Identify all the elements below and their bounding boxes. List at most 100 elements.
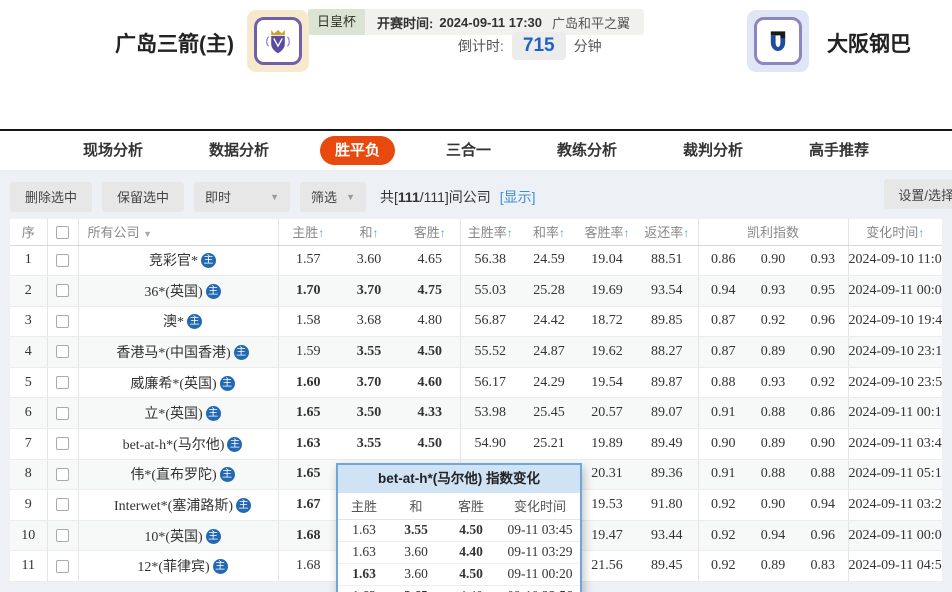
row-checkbox[interactable] (56, 467, 69, 481)
company-name[interactable]: 香港马*(中国香港) 主 (78, 336, 279, 368)
header-away-rate-label: 客胜率 (584, 225, 624, 241)
header-draw[interactable]: 和↑ (338, 219, 400, 246)
row-checkbox[interactable] (56, 284, 69, 298)
header-payout-rate[interactable]: 返还率↑ (636, 219, 699, 246)
table-row: 9 Interwet*(塞浦路斯) 主 1.67 19.53 91.80 0.92 0.90 0… (10, 489, 942, 521)
change-time: 2024-09-10 23:19 (848, 336, 942, 368)
keep-selected-button[interactable]: 保留选中 (102, 181, 185, 212)
company-name[interactable]: 威廉希*(英国) 主 (78, 367, 279, 399)
kelly-2: 0.89 (748, 336, 798, 368)
draw-rate: 25.45 (520, 397, 578, 430)
nav-tab-4[interactable]: 教练分析 (557, 142, 618, 159)
header-change-time[interactable]: 变化时间↑ (848, 219, 942, 246)
kelly-1: 0.90 (698, 428, 748, 460)
popup-away-odds: 4.50 (442, 519, 500, 542)
company-name[interactable]: 伟*(直布罗陀) 主 (78, 459, 279, 491)
table-header-row: 序 所有公司 ▼ 主胜↑ 和↑ 客胜↑ 主胜率↑ 和率↑ 客胜率↑ 返还率↑ 凯… (10, 219, 942, 246)
home-marker-icon: 主 (187, 314, 202, 330)
chevron-down-icon: ▼ (270, 191, 280, 202)
kelly-2: 0.93 (748, 275, 798, 307)
nav-tab-1[interactable]: 数据分析 (208, 142, 269, 159)
row-checkbox[interactable] (56, 406, 69, 420)
away-rate: 19.47 (578, 520, 636, 552)
count-value: 111 (397, 188, 420, 205)
company-label: bet-at-h*(马尔他) (122, 437, 225, 453)
row-seq: 3 (10, 306, 48, 338)
popup-draw-odds: 3.65 (390, 585, 442, 592)
payout-rate: 88.51 (636, 245, 699, 277)
header-away-label: 客胜 (413, 225, 440, 241)
row-checkbox-cell (47, 489, 79, 521)
header-away-rate[interactable]: 客胜率↑ (578, 219, 636, 246)
row-checkbox-cell (47, 397, 79, 430)
row-checkbox[interactable] (56, 498, 69, 512)
instant-dropdown[interactable]: 即时 ▼ (194, 181, 291, 212)
delete-selected-button[interactable]: 删除选中 (10, 181, 93, 212)
row-checkbox[interactable] (56, 314, 69, 328)
sort-up-icon: ↑ (623, 226, 630, 241)
kelly-2: 0.94 (748, 520, 798, 552)
header-home-rate[interactable]: 主胜率↑ (460, 219, 520, 246)
header-draw-rate-label: 和率 (532, 225, 559, 241)
header-home-win[interactable]: 主胜↑ (278, 219, 338, 246)
away-team-logo (747, 10, 809, 72)
away-odds: 4.65 (400, 245, 461, 277)
company-name[interactable]: bet-at-h*(马尔他) 主 (78, 428, 279, 460)
company-label: 立*(英国) (144, 407, 203, 423)
company-name[interactable]: 12*(菲律宾) 主 (78, 550, 279, 583)
popup-draw-odds: 3.60 (390, 541, 442, 564)
odds-table: 序 所有公司 ▼ 主胜↑ 和↑ 客胜↑ 主胜率↑ 和率↑ 客胜率↑ 返还率↑ 凯… (10, 219, 942, 583)
header-draw-rate[interactable]: 和率↑ (520, 219, 578, 246)
show-link[interactable]: [显示] (499, 188, 536, 205)
kelly-3: 0.96 (798, 520, 849, 552)
draw-rate: 24.59 (520, 245, 578, 277)
chevron-down-icon: ▼ (143, 229, 153, 240)
company-name[interactable]: 立*(英国) 主 (78, 397, 279, 430)
company-name[interactable]: 10*(英国) 主 (78, 520, 279, 552)
header-company[interactable]: 所有公司 ▼ (78, 219, 279, 246)
table-row: 1 竞彩官* 主 1.57 3.60 4.65 56.38 24.59 19.04 88.51 0.… (10, 245, 942, 277)
kelly-2: 0.89 (748, 428, 798, 460)
nav-tab-2[interactable]: 胜平负 (319, 136, 395, 165)
header-away-win[interactable]: 客胜↑ (400, 219, 461, 246)
draw-odds: 3.70 (338, 367, 400, 399)
row-checkbox[interactable] (56, 253, 69, 267)
company-name[interactable]: Interwet*(塞浦路斯) 主 (78, 489, 279, 521)
company-name[interactable]: 36*(英国) 主 (78, 275, 279, 307)
filter-dropdown[interactable]: 筛选 ▼ (300, 181, 367, 212)
chevron-down-icon: ▼ (346, 191, 356, 202)
payout-rate: 91.80 (636, 489, 699, 521)
popup-change-time: 09-11 03:29 (500, 541, 580, 564)
nav-tab-0[interactable]: 现场分析 (82, 142, 143, 159)
change-time: 2024-09-10 23:56 (848, 367, 942, 399)
home-rate: 55.03 (460, 275, 520, 307)
row-checkbox[interactable] (56, 559, 69, 573)
draw-odds: 3.68 (338, 306, 400, 338)
nav-tab-5[interactable]: 裁判分析 (683, 142, 744, 159)
company-name[interactable]: 澳* 主 (78, 306, 279, 338)
away-rate: 19.89 (578, 428, 636, 460)
popup-home-odds: 1.63 (338, 563, 390, 586)
away-rate: 19.53 (578, 489, 636, 521)
row-checkbox[interactable] (56, 437, 69, 451)
home-marker-icon: 主 (233, 345, 249, 361)
popup-home-odds: 1.63 (338, 519, 390, 542)
table-row: 3 澳* 主 1.58 3.68 4.80 56.87 24.42 18.72 89.85 0.87… (10, 306, 942, 338)
row-checkbox-cell (47, 367, 79, 399)
away-odds: 4.50 (400, 428, 461, 460)
payout-rate: 89.85 (636, 306, 699, 338)
nav-tab-6[interactable]: 高手推荐 (809, 142, 870, 159)
away-odds: 4.75 (400, 275, 461, 307)
company-name[interactable]: 竞彩官* 主 (78, 245, 279, 277)
row-checkbox[interactable] (56, 528, 69, 542)
row-checkbox[interactable] (56, 375, 69, 389)
row-checkbox-cell (47, 550, 79, 583)
popup-header-row: 主胜和客胜 变化时间 (338, 493, 580, 520)
settings-select-button[interactable]: 设置/选择 (884, 179, 952, 209)
row-checkbox[interactable] (56, 345, 69, 359)
draw-rate: 24.87 (520, 336, 578, 368)
nav-tab-3[interactable]: 三合一 (445, 142, 491, 159)
select-all-checkbox[interactable] (56, 226, 69, 240)
draw-rate: 24.42 (520, 306, 578, 338)
